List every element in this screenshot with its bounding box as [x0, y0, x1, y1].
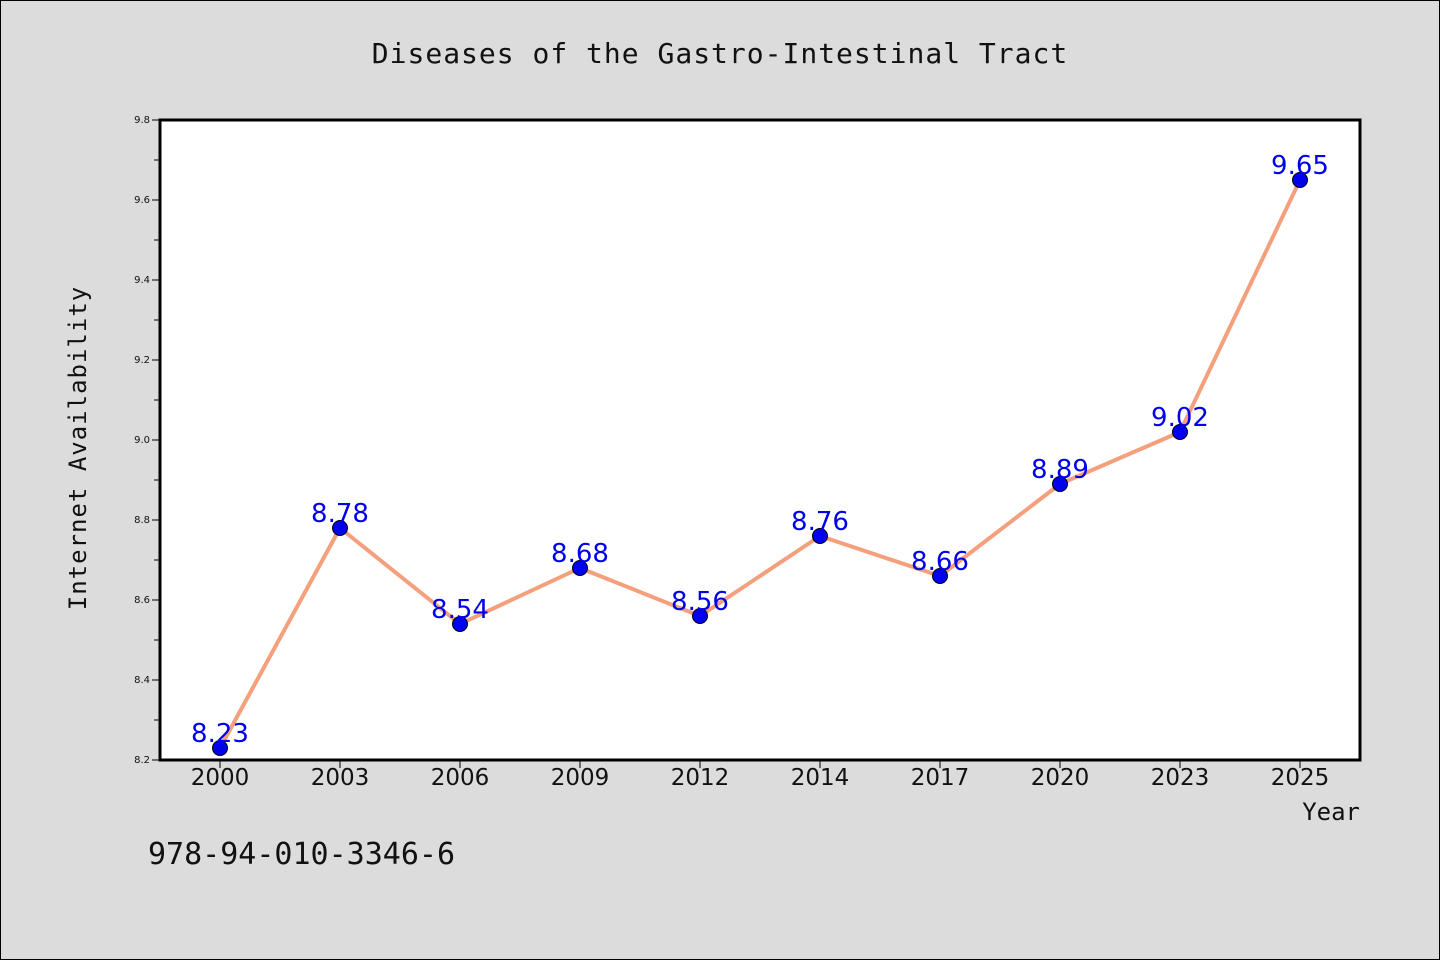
data-label: 9.02 [1151, 403, 1209, 433]
data-point [932, 568, 948, 584]
x-tick-label: 2009 [551, 765, 610, 791]
y-tick-label: 8.6 [134, 595, 150, 606]
y-tick-label: 9.8 [134, 115, 150, 126]
data-point [452, 616, 468, 632]
x-axis-label: Year [1302, 798, 1360, 826]
y-tick-label: 9.2 [134, 355, 150, 366]
chart-title: Diseases of the Gastro-Intestinal Tract [372, 37, 1068, 70]
data-label: 8.54 [431, 595, 489, 625]
y-tick-label: 9.0 [134, 435, 150, 446]
x-tick-label: 2020 [1031, 765, 1090, 791]
data-point [1052, 476, 1068, 492]
y-tick-label: 9.6 [134, 195, 150, 206]
x-tick-label: 2000 [191, 765, 250, 791]
data-label: 8.23 [191, 719, 249, 749]
data-point [332, 520, 348, 536]
data-label: 8.89 [1031, 455, 1089, 485]
x-tick-label: 2023 [1151, 765, 1210, 791]
x-tick-label: 2017 [911, 765, 970, 791]
x-tick-label: 2003 [311, 765, 370, 791]
data-label: 8.66 [911, 547, 969, 577]
isbn-text: 978-94-010-3346-6 [148, 837, 455, 872]
data-label: 9.65 [1271, 151, 1329, 181]
data-point [212, 740, 228, 756]
x-axis: 2000 2003 2006 2009 2012 2014 2017 2020 2023 2025 [191, 760, 1330, 791]
y-tick-label: 8.8 [134, 515, 150, 526]
data-label: 8.68 [551, 539, 609, 569]
data-label: 8.56 [671, 587, 729, 617]
y-tick-label: 8.2 [134, 755, 150, 766]
y-tick-label: 9.4 [134, 275, 150, 286]
data-markers [212, 172, 1308, 756]
series-line-group [218, 179, 1302, 749]
data-point [692, 608, 708, 624]
data-point [1172, 424, 1188, 440]
y-axis-label: Internet Availability [64, 286, 92, 610]
x-tick-label: 2006 [431, 765, 490, 791]
data-labels: 8.23 8.78 8.54 8.68 8.56 8.76 8.66 8.89 9.02 9.65 [191, 151, 1329, 749]
y-axis: 8.2 8.4 8.6 8.8 9.0 9.2 9.4 9.6 9.8 [134, 115, 160, 766]
data-point [1292, 172, 1308, 188]
y-tick-label: 8.4 [134, 675, 150, 686]
series-line [218, 179, 1302, 749]
x-tick-label: 2025 [1271, 765, 1330, 791]
data-point [572, 560, 588, 576]
x-tick-label: 2012 [671, 765, 730, 791]
data-point [812, 528, 828, 544]
data-label: 8.78 [311, 499, 369, 529]
x-tick-label: 2014 [791, 765, 850, 791]
data-label: 8.76 [791, 507, 849, 537]
